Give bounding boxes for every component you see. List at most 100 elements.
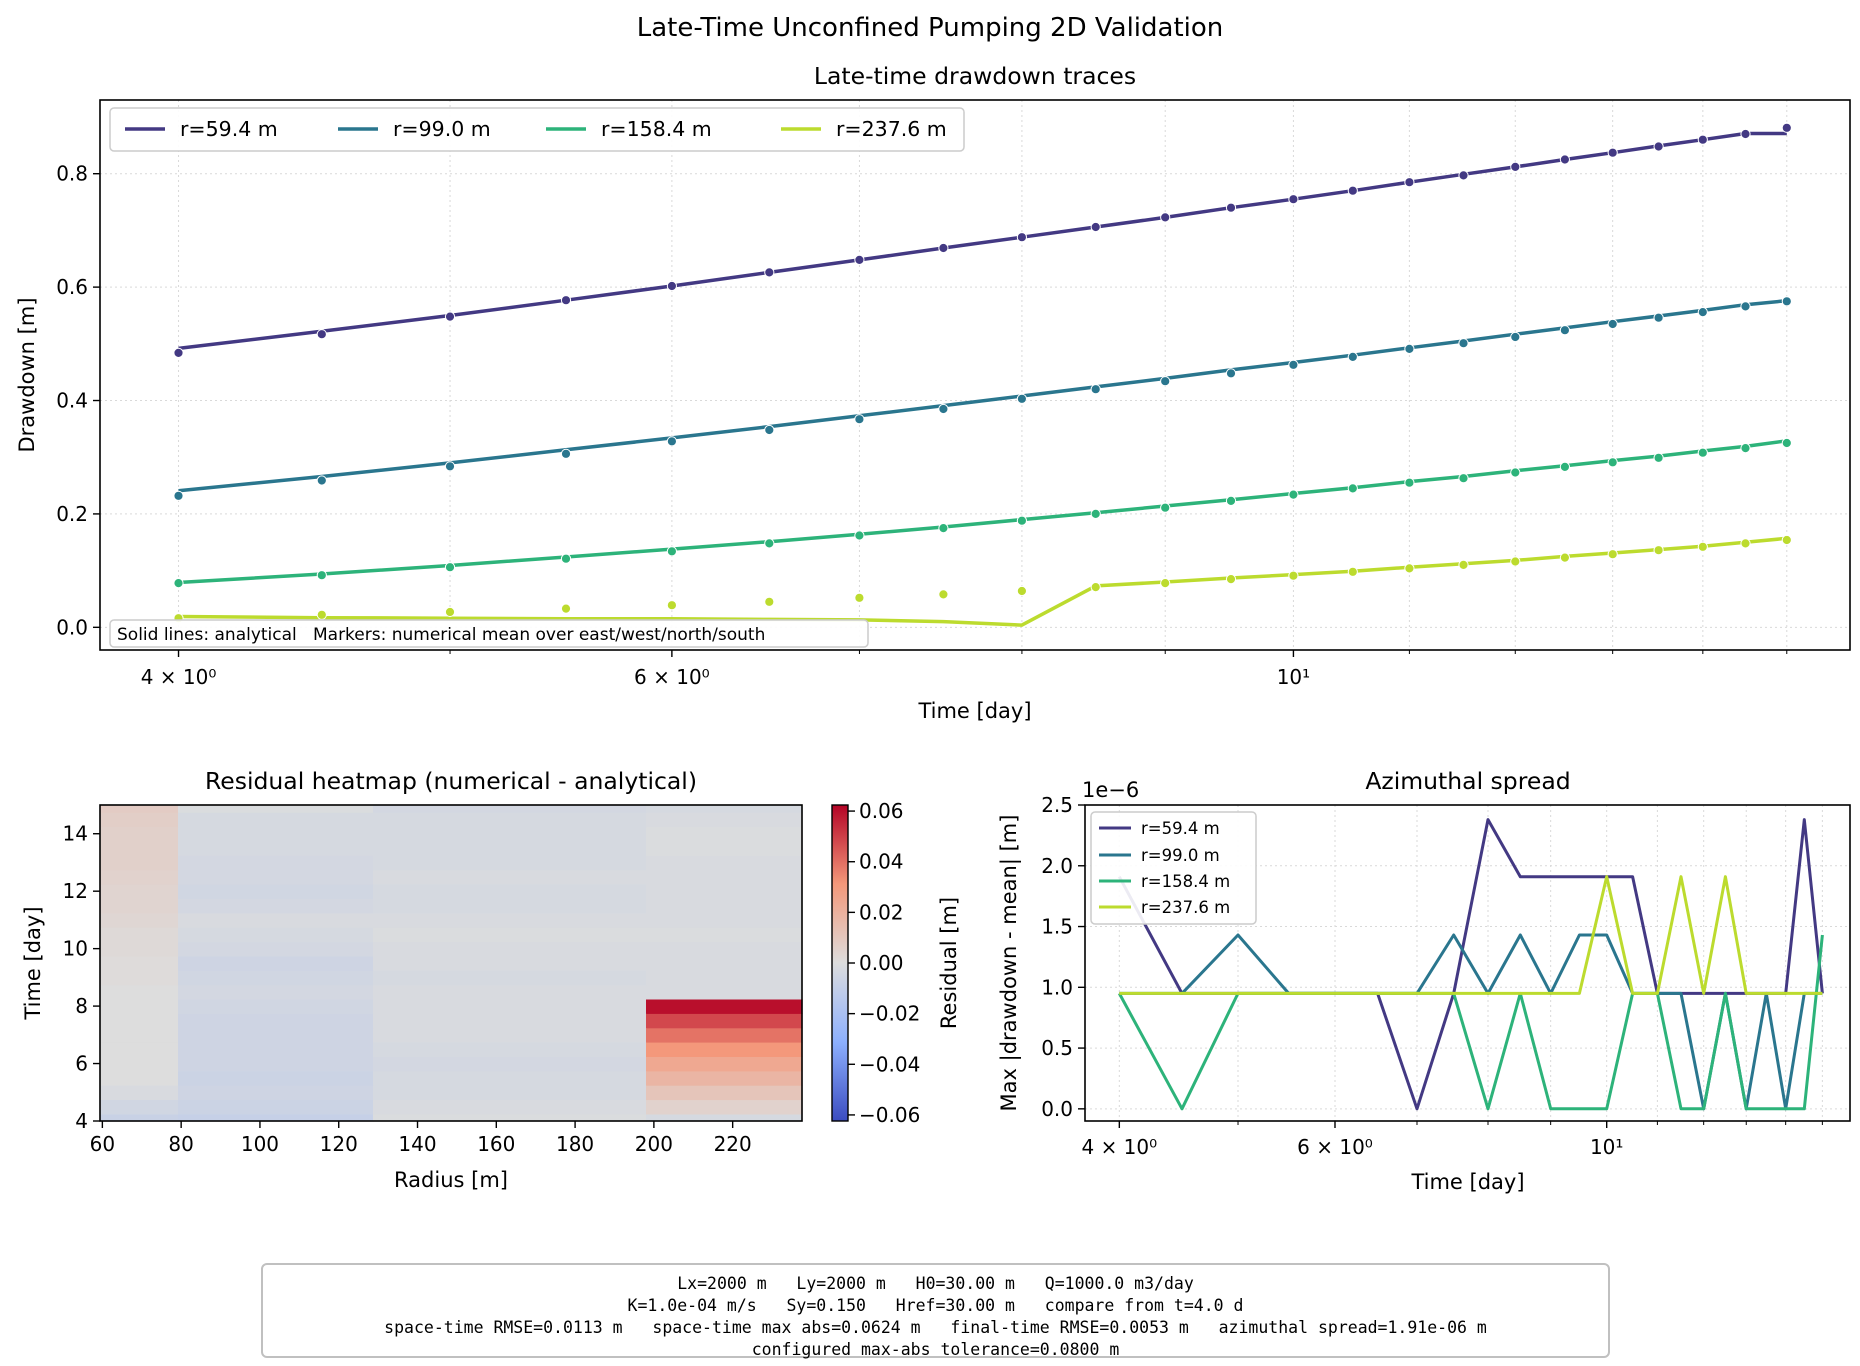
numerical-marker [1510,467,1521,478]
heatmap-cell [178,805,374,813]
numerical-marker [1288,194,1299,205]
heatmap-cell [178,840,374,856]
heatmap-cell [100,1085,179,1101]
heatmap-xtick-label: 120 [320,1132,358,1156]
azimuthal-ytick-label: 0.0 [1041,1097,1073,1121]
numerical-marker [560,448,572,459]
heatmap-title: Residual heatmap (numerical - analytical… [205,767,697,795]
heatmap-cell [100,970,179,986]
heatmap-cell [100,955,179,971]
heatmap-cell [100,912,179,928]
heatmap-cell [646,998,803,1014]
heatmap-cell [178,855,374,871]
analytical-line-1 [178,298,1787,493]
drawdown-ytick-label: 0.8 [56,162,88,186]
numerical-marker [1347,566,1358,577]
heatmap-xtick-label: 100 [241,1132,279,1156]
numerical-marker [316,609,327,620]
heatmap-cell [100,1113,179,1122]
numerical-marker [1740,128,1751,140]
heatmap-cell [178,912,374,928]
drawdown-ticks: 4 × 10⁰ 6 × 10⁰ 10¹ 0.0 0.2 0.4 0.6 0.8 [56,162,1788,689]
numerical-marker [1781,122,1792,133]
heatmap-cell [100,1027,179,1043]
numerical-marker [316,570,327,581]
heatmap-xtick-label: 160 [477,1132,515,1156]
numerical-marker [1740,301,1751,312]
heatmap-cell [178,1099,374,1115]
colorbar-tick-label: 0.02 [859,900,904,924]
heatmap-cell [100,984,179,1000]
heatmap-cell [646,855,803,871]
az-legend-label-r59: r=59.4 m [1141,819,1220,838]
heatmap-cell [373,912,647,928]
numerical-marker [1781,437,1792,449]
drawdown-legend-box [109,107,965,152]
summary-box: Lx=2000 m Ly=2000 m H0=30.00 m Q=1000.0 … [261,1263,1610,1359]
colorbar-tick-label: −0.02 [859,1002,920,1026]
heatmap-cell [178,1013,374,1029]
numerical-marker [666,600,678,611]
numerical-marker [1288,489,1299,500]
heatmap-cell [373,998,647,1014]
numerical-marker [1559,552,1571,563]
heatmap-cell [646,1070,803,1086]
heatmap-cell [100,941,179,957]
heatmap-cell [373,869,647,885]
numerical-marker [1404,477,1415,488]
numerical-marker [1740,443,1751,454]
numerical-marker [444,606,456,618]
heatmap-cell [100,1042,179,1057]
drawdown-ytick-label: 0.0 [56,615,88,639]
numerical-marker [1225,368,1237,379]
colorbar-tick-label: 0.04 [859,850,904,874]
heatmap-cell [373,805,647,813]
numerical-marker [666,436,678,447]
numerical-marker [854,530,865,541]
heatmap-cell [178,1113,374,1122]
numerical-marker [1347,351,1358,362]
heatmap-ylabel: Time [day] [21,906,45,1020]
heatmap-cell [373,1056,647,1072]
numerical-marker [1090,582,1101,593]
numerical-marker [1160,212,1171,223]
colorbar-tick-label: 0.00 [859,951,904,975]
numerical-marker [1225,202,1237,213]
heatmap-ticks: 60 80 100 120 140 160 180 200 220 4 6 8 10 12 14 [63,822,752,1156]
azimuthal-frame [1084,804,1851,1122]
numerical-marker [1607,318,1618,330]
numerical-marker [1404,343,1415,354]
analytical-line-0 [178,131,1787,351]
numerical-marker [1653,312,1664,323]
numerical-marker [1404,177,1415,188]
heatmap-cell [646,941,803,957]
heatmap-cell [646,927,803,943]
numerical-marker [1458,170,1469,181]
heatmap-cell [100,869,179,885]
heatmap-cell [178,955,374,971]
azimuthal-ytick-label: 1.5 [1041,915,1073,939]
heatmap-cell [178,998,374,1014]
heatmap-cell [646,1056,803,1072]
heatmap-ytick-label: 10 [63,937,88,961]
numerical-marker [1160,376,1171,387]
azimuthal-line-3 [1119,875,1823,995]
heatmap-cell [373,840,647,856]
numerical-marker [1225,574,1237,585]
drawdown-ytick-label: 0.2 [56,502,88,526]
azimuthal-ytick-label: 2.5 [1041,793,1073,817]
summary-line-3: space-time RMSE=0.0113 m space-time max … [384,1318,1487,1337]
legend-label-r99: r=99.0 m [393,117,491,141]
numerical-marker [1559,154,1571,165]
heatmap-cell [373,955,647,971]
drawdown-xtick-label: 4 × 10⁰ [141,665,217,689]
heatmap-cell [373,898,647,914]
heatmap-cell [100,998,179,1014]
heatmap-cell [646,826,803,842]
azimuthal-line-2 [1117,934,1824,1111]
heatmap-cell [100,884,179,899]
numerical-marker [1090,221,1101,233]
numerical-marker [1458,473,1469,484]
heatmap-cell [373,1099,647,1115]
